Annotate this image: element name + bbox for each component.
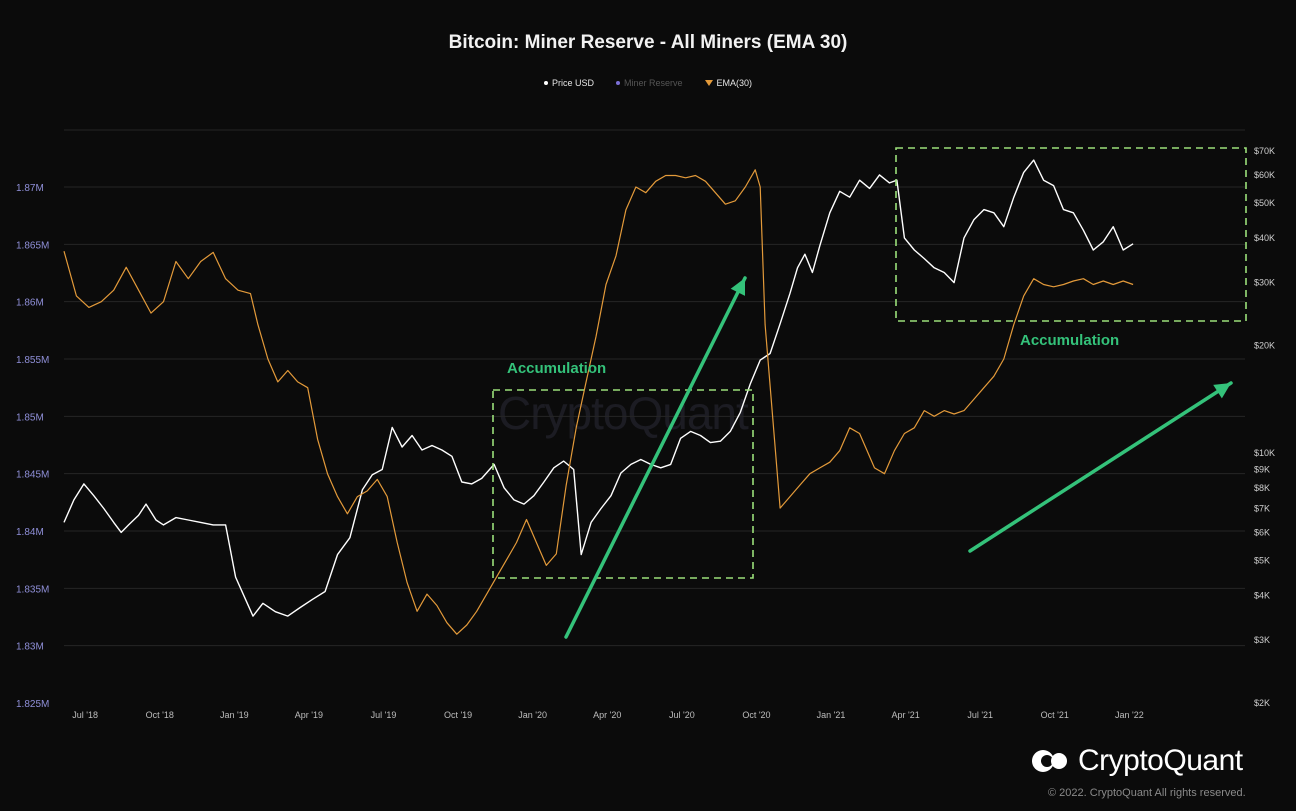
legend-price[interactable]: Price USD — [543, 78, 594, 88]
watermark: CryptoQuant — [498, 387, 749, 439]
y-right-tick-label: $7K — [1254, 503, 1270, 513]
x-tick-label: Jan '21 — [817, 710, 846, 720]
y-left-tick-label: 1.855M — [16, 355, 49, 366]
legend-miner-reserve-label: Miner Reserve — [623, 78, 683, 88]
y-right-tick-label: $50K — [1254, 198, 1275, 208]
x-tick-label: Jan '20 — [518, 710, 547, 720]
price-usd-line — [63, 159, 1134, 617]
ema30-line — [63, 169, 1134, 635]
y-right-tick-label: $3K — [1254, 635, 1270, 645]
y-left-tick-label: 1.845M — [16, 470, 49, 481]
legend-price-dot-icon — [543, 81, 548, 85]
legend-ema-label: EMA(30) — [716, 78, 753, 88]
y-right-tick-label: $30K — [1254, 278, 1275, 288]
y-right-tick-label: $4K — [1254, 590, 1270, 600]
x-tick-label: Apr '21 — [891, 710, 919, 720]
cryptoquant-logo-icon — [1032, 750, 1067, 772]
x-tick-label: Oct '18 — [146, 710, 174, 720]
y-right-tick-label: $5K — [1254, 556, 1270, 566]
y-left-tick-label: 1.86M — [16, 298, 44, 309]
y-right-tick-label: $10K — [1254, 448, 1275, 458]
x-tick-label: Jul '20 — [669, 710, 695, 720]
x-tick-label: Oct '20 — [742, 710, 770, 720]
arrow-up-right-head — [1213, 383, 1231, 399]
y-left-tick-label: 1.825M — [16, 699, 49, 710]
y-right-tick-label: $70K — [1254, 146, 1275, 156]
x-tick-label: Oct '21 — [1041, 710, 1069, 720]
arrow-up-left-head — [730, 278, 746, 296]
copyright: © 2022. CryptoQuant All rights reserved. — [1048, 787, 1246, 799]
x-tick-label: Apr '19 — [295, 710, 323, 720]
legend-miner-reserve-dot-icon — [615, 81, 620, 85]
accumulation-label-right: Accumulation — [1020, 332, 1120, 349]
x-tick-label: Jan '22 — [1115, 710, 1144, 720]
y-left-tick-label: 1.83M — [16, 642, 44, 653]
logo-text: CryptoQuant — [1078, 744, 1243, 777]
y-right-tick-label: $40K — [1254, 233, 1275, 243]
y-left-tick-label: 1.835M — [16, 584, 49, 595]
cryptoquant-logo: CryptoQuant — [1030, 744, 1243, 778]
y-right-tick-label: $20K — [1254, 341, 1275, 351]
y-right-tick-label: $8K — [1254, 483, 1270, 493]
y-right-tick-label: $9K — [1254, 464, 1270, 474]
y-right-tick-label: $2K — [1254, 698, 1270, 708]
legend-ema[interactable]: EMA(30) — [704, 78, 753, 88]
accumulation-box-right — [895, 147, 1247, 322]
legend-price-label: Price USD — [551, 78, 594, 88]
y-left-tick-label: 1.865M — [16, 240, 49, 251]
chart-title: Bitcoin: Miner Reserve - All Miners (EMA… — [448, 32, 848, 53]
y-right-tick-label: $60K — [1254, 170, 1275, 180]
x-tick-label: Jul '21 — [967, 710, 993, 720]
accumulation-box-left — [492, 389, 754, 579]
legend-ema-triangle-icon — [704, 80, 713, 86]
x-tick-label: Apr '20 — [593, 710, 621, 720]
x-tick-label: Jan '19 — [220, 710, 249, 720]
arrow-up-right-shaft — [968, 381, 1233, 553]
legend-miner-reserve[interactable]: Miner Reserve — [615, 78, 683, 88]
y-left-tick-label: 1.85M — [16, 412, 44, 423]
y-left-tick-label: 1.87M — [16, 183, 44, 194]
y-right-tick-label: $6K — [1254, 527, 1270, 537]
accumulation-label-left: Accumulation — [507, 360, 607, 377]
x-tick-label: Oct '19 — [444, 710, 472, 720]
arrow-up-left-shaft — [564, 276, 747, 639]
chart-legend: Price USD Miner Reserve EMA(30) — [0, 78, 1296, 88]
x-tick-label: Jul '18 — [72, 710, 98, 720]
x-tick-label: Jul '19 — [371, 710, 397, 720]
y-left-tick-label: 1.84M — [16, 527, 44, 538]
